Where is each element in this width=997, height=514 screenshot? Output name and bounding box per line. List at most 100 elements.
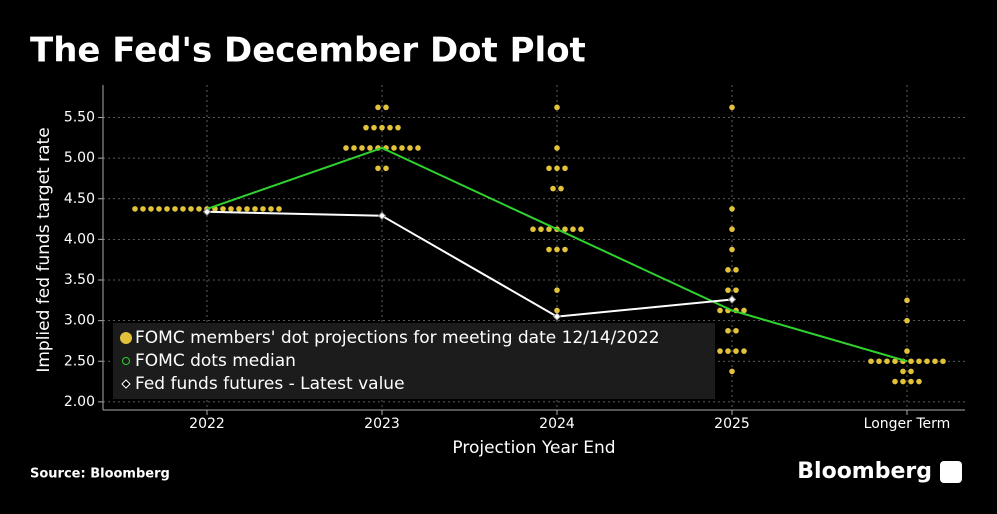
marker [377,211,387,221]
dot [407,145,413,151]
dot [729,206,735,212]
dot [383,165,389,172]
dot [140,206,146,212]
dot [729,226,735,233]
dot [268,206,274,212]
dot [733,348,739,354]
dot [884,358,890,365]
dot [733,267,739,273]
dot [570,226,576,233]
dot [554,246,560,253]
dot [343,145,349,151]
dot [383,104,389,111]
dot [196,206,202,212]
dot [892,378,898,385]
x-tick-label: 2025 [714,416,750,432]
dot [359,145,365,151]
dot [538,226,544,233]
dot [908,358,914,365]
dot [371,124,377,131]
dot [550,185,556,192]
brand: Bloomberg [797,459,932,484]
dot [892,358,898,365]
dot [530,226,536,233]
dot [725,327,731,334]
dot [156,206,162,212]
dot [375,104,381,111]
x-tick-label: Longer Term [864,416,951,432]
dot [220,206,226,212]
marker [202,207,212,216]
dot [725,287,731,293]
dot [729,246,735,253]
brand-icon [940,461,962,483]
dot [940,358,946,365]
dot [908,378,914,385]
line [206,146,908,363]
y-tick-label: 4.50 [64,191,95,207]
dot [351,145,357,151]
dot [717,307,723,314]
dot [554,145,560,151]
legend-box [113,323,715,399]
dot [546,246,552,253]
legend-marker [120,332,132,344]
line [206,210,733,318]
dot [916,378,922,385]
dot [228,206,234,212]
dot [554,307,560,314]
y-tick-label: 3.00 [64,313,95,329]
dot [924,358,930,365]
source: Source: Bloomberg [30,467,170,482]
dot [562,246,568,253]
dot [904,297,910,304]
dot [132,206,138,212]
dot [904,317,910,324]
dot [868,358,874,365]
dot [546,165,552,172]
dot [932,358,938,365]
dot [391,145,397,151]
dot [415,145,421,151]
legend-label: FOMC members' dot projections for meetin… [135,328,660,348]
dot [276,206,282,212]
dot [379,124,385,131]
dot [741,307,747,314]
dot [908,368,914,375]
dot [729,104,735,111]
dot [916,358,922,365]
legend-label: FOMC dots median [135,351,296,371]
legend-marker [121,379,131,389]
x-axis-label: Projection Year End [452,438,615,458]
dot [252,206,258,212]
dot [876,358,882,365]
dot [554,104,560,111]
marker [552,312,562,321]
dot [188,206,194,212]
y-tick-label: 5.00 [64,150,95,166]
dot [367,145,373,151]
dot [900,378,906,385]
x-tick-label: 2022 [189,416,225,432]
y-tick-label: 3.50 [64,272,95,288]
dot [733,327,739,334]
dot [558,185,564,192]
dot [900,368,906,375]
y-tick-label: 2.00 [64,394,95,410]
dot [904,348,910,354]
dot [554,165,560,172]
dot [395,124,401,131]
dot [741,348,747,354]
dot [260,206,266,212]
dot [375,165,381,172]
x-tick-label: 2023 [364,416,400,432]
dot [578,226,584,233]
dot [363,124,369,131]
dot [172,206,178,212]
y-axis-label: Implied fed funds target rate [34,127,54,372]
chart-title: The Fed's December Dot Plot [30,31,586,71]
y-tick-label: 4.00 [64,231,95,247]
dot [164,206,170,212]
